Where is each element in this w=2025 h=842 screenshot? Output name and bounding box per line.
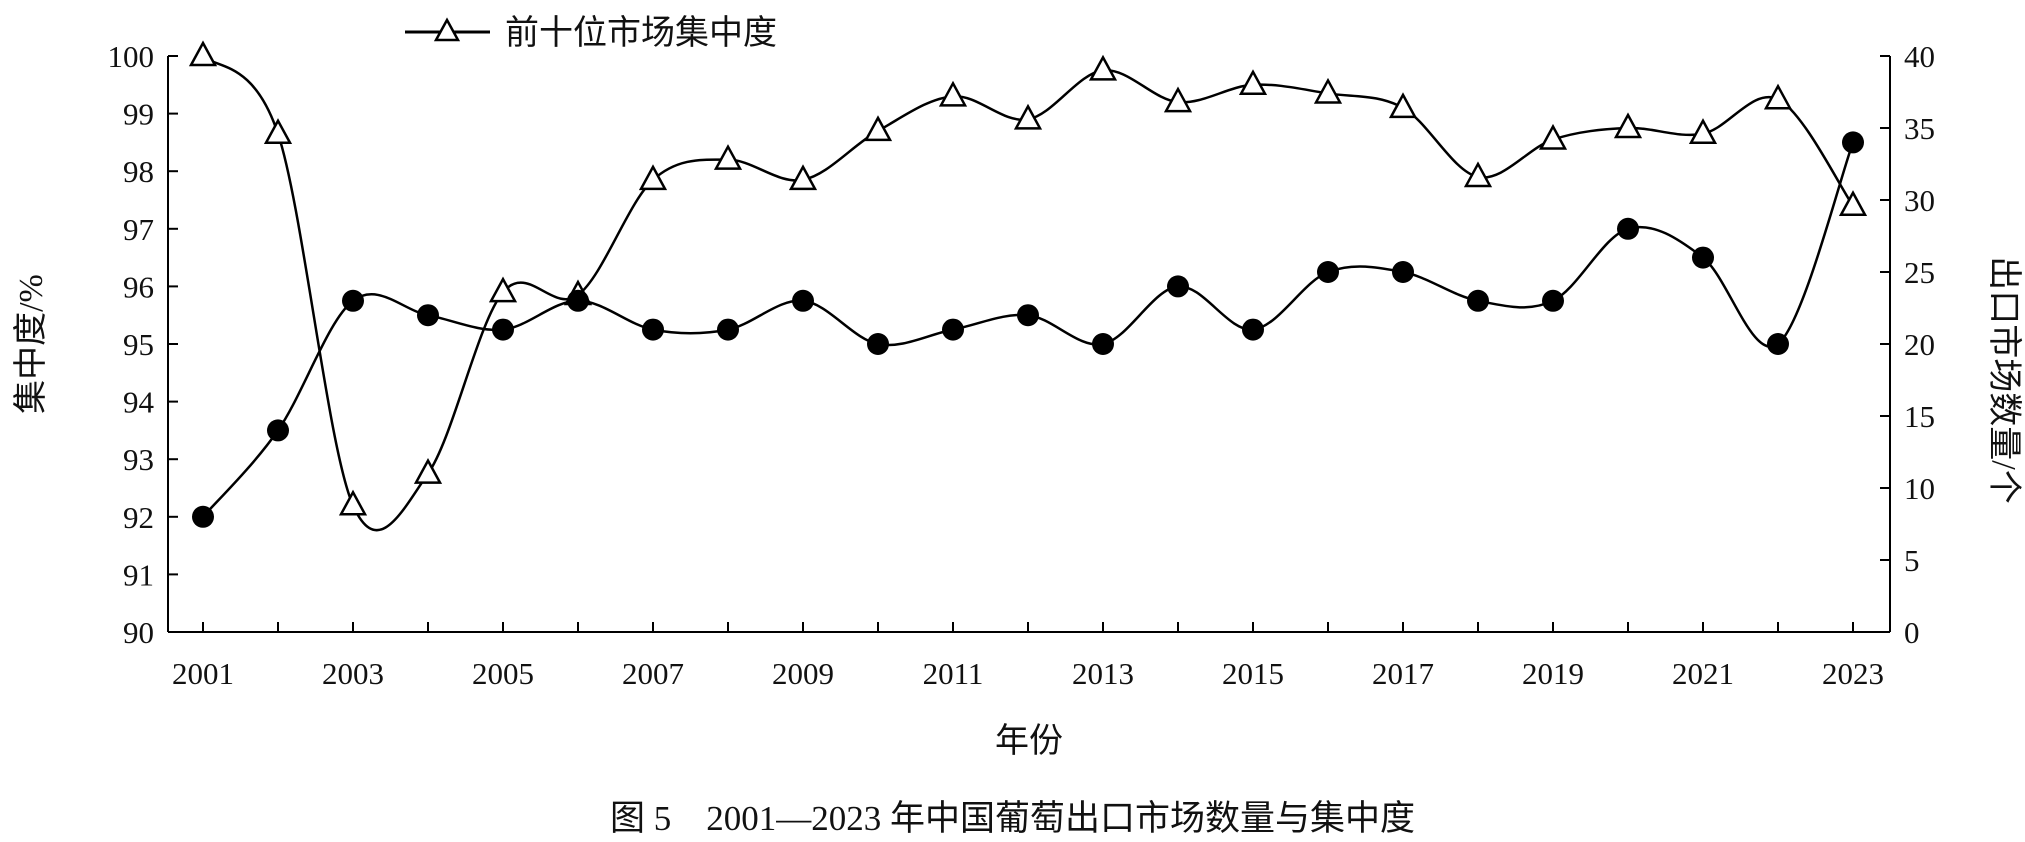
left-y-tick-label: 93	[123, 442, 154, 477]
concentration-point	[1763, 83, 1793, 110]
left-y-tick-label: 91	[123, 557, 154, 592]
market-count-point	[867, 333, 889, 355]
market-count-point	[1842, 131, 1864, 154]
concentration-point	[1463, 161, 1493, 188]
plot-frame	[167, 56, 1891, 633]
concentration-point	[488, 276, 518, 303]
market-count-point	[1392, 261, 1414, 283]
figure-caption: 图 5 2001—2023 年中国葡萄出口市场数量与集中度	[609, 799, 1415, 838]
concentration-point	[1163, 86, 1193, 113]
concentration-point	[188, 40, 218, 67]
right-y-tick-label: 15	[1904, 399, 1935, 434]
legend-triangle-marker	[433, 17, 461, 42]
concentration-point	[1238, 69, 1268, 96]
market-count-line	[202, 141, 1855, 518]
market-count-point	[942, 318, 964, 341]
x-tick-label: 2011	[923, 656, 984, 691]
right-y-tick-label: 0	[1904, 615, 1920, 650]
legend-label: 前十位市场集中度	[505, 14, 777, 52]
x-tick-label: 2003	[322, 656, 384, 691]
right-y-tick-label: 40	[1904, 39, 1935, 74]
concentration-point	[1688, 118, 1718, 145]
market-count-point	[267, 419, 289, 442]
market-count-point	[1167, 275, 1189, 298]
left-y-axis-ticks: 90 91 92 93 94 95 96 97 98 99 100	[108, 39, 178, 650]
right-y-tick-label: 35	[1904, 111, 1935, 146]
concentration-point	[713, 144, 743, 170]
market-count-point	[1017, 304, 1039, 327]
market-count-point	[1617, 217, 1639, 240]
x-axis-ticks: 2001 2003 2005 2007 2009 2011 2013 2015 2017 2019…	[172, 622, 1884, 691]
market-count-point	[1692, 246, 1714, 269]
right-y-tick-label: 20	[1904, 327, 1935, 362]
concentration-point	[638, 164, 668, 191]
left-y-tick-label: 99	[123, 97, 154, 132]
left-y-tick-label: 96	[123, 269, 154, 304]
market-count-point	[717, 318, 739, 341]
series-markers	[188, 40, 1868, 528]
x-tick-label: 2019	[1522, 656, 1584, 691]
market-count-point	[1767, 333, 1789, 355]
left-y-tick-label: 98	[123, 154, 154, 189]
right-y-tick-label: 10	[1904, 471, 1935, 506]
x-tick-label: 2023	[1822, 656, 1884, 691]
left-y-tick-label: 94	[123, 385, 155, 420]
left-y-tick-label: 92	[123, 500, 154, 535]
x-tick-label: 2013	[1072, 656, 1134, 691]
concentration-point	[938, 80, 968, 107]
concentration-point	[1088, 54, 1118, 81]
concentration-point	[863, 115, 893, 142]
right-y-tick-label: 30	[1904, 183, 1935, 218]
x-tick-label: 2007	[622, 656, 684, 691]
concentration-point	[1838, 190, 1868, 217]
concentration-point	[1613, 112, 1643, 139]
market-count-point	[192, 505, 214, 528]
x-tick-label: 2001	[172, 656, 234, 691]
market-count-point	[492, 318, 514, 341]
market-count-point	[1092, 333, 1114, 355]
legend: 前十位市场集中度	[405, 14, 777, 52]
market-count-point	[417, 304, 439, 327]
left-y-tick-label: 100	[108, 39, 155, 74]
market-count-point	[1317, 261, 1339, 283]
x-tick-label: 2021	[1672, 656, 1734, 691]
chart: 90 91 92 93 94 95 96 97 98 99 100 0 5 10 15 20 25 30 35 40…	[12, 14, 2023, 760]
right-y-tick-label: 5	[1904, 543, 1920, 578]
concentration-point	[788, 164, 818, 191]
concentration-point	[338, 489, 368, 516]
left-y-axis-title: 集中度/%	[12, 274, 50, 414]
x-axis-title: 年份	[995, 722, 1063, 760]
market-count-point	[642, 318, 664, 341]
market-count-point	[792, 289, 814, 312]
left-y-tick-label: 90	[123, 615, 154, 650]
right-y-tick-label: 25	[1904, 255, 1935, 290]
market-count-point	[342, 289, 364, 312]
market-count-point	[567, 289, 589, 312]
left-y-tick-label: 95	[123, 327, 154, 362]
right-y-axis-title: 出口市场数量/个	[1985, 256, 2023, 503]
market-count-point	[1542, 289, 1564, 312]
concentration-point	[413, 457, 443, 484]
concentration-point	[1538, 123, 1568, 150]
x-tick-label: 2015	[1222, 656, 1284, 691]
concentration-point	[1388, 92, 1418, 119]
concentration-point	[1013, 103, 1043, 130]
market-count-point	[1467, 289, 1489, 312]
x-tick-label: 2005	[472, 656, 534, 691]
concentration-point	[263, 118, 293, 145]
left-y-tick-label: 97	[123, 212, 154, 247]
x-tick-label: 2009	[772, 656, 834, 691]
right-y-axis-ticks: 0 5 10 15 20 25 30 35 40	[1880, 39, 1935, 650]
x-tick-label: 2017	[1372, 656, 1434, 691]
concentration-point	[1313, 77, 1343, 104]
market-count-point	[1242, 318, 1264, 341]
